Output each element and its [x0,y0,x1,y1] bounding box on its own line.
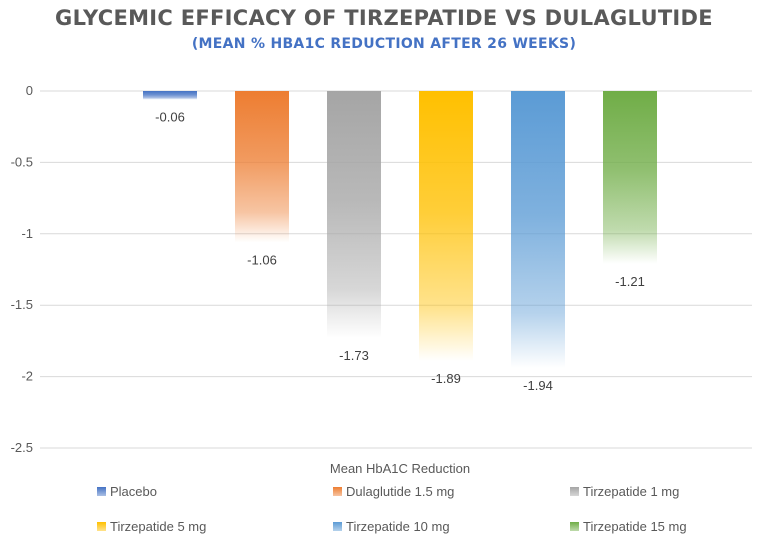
legend-swatch [333,487,342,496]
legend-swatch [97,487,106,496]
bar-dulaglutide-1-5-mg [235,91,289,243]
data-label: -1.73 [339,348,369,363]
y-tick-label: -1 [21,226,33,241]
data-label: -1.06 [247,252,277,267]
data-label: -1.94 [523,378,553,393]
legend-swatch [333,522,342,531]
legend-label: Tirzepatide 5 mg [110,519,206,534]
legend-swatch [570,487,579,496]
legend-label: Tirzepatide 1 mg [583,484,679,499]
chart-subtitle: (MEAN % HBA1C REDUCTION AFTER 26 WEEKS) [191,36,577,52]
legend-label: Tirzepatide 10 mg [346,519,450,534]
legend-label: Tirzepatide 15 mg [583,519,687,534]
y-tick-label: 0 [26,83,33,98]
data-label: -0.06 [155,110,185,125]
bar-placebo [143,91,197,100]
legend-label: Placebo [110,484,157,499]
y-tick-label: -2 [21,369,33,384]
bar-tirzepatide-5-mg [419,91,473,361]
data-label: -1.21 [615,274,645,289]
y-tick-label: -1.5 [11,297,33,312]
x-axis-title: Mean HbA1C Reduction [330,461,470,476]
y-tick-label: -0.5 [11,154,33,169]
legend-label: Dulaglutide 1.5 mg [346,484,454,499]
chart-title: GLYCEMIC EFFICACY OF TIRZEPATIDE VS DULA… [55,6,713,30]
data-label: -1.89 [431,371,461,386]
bar-tirzepatide-1-mg [327,91,381,339]
bar-tirzepatide-10-mg [511,91,565,369]
legend-swatch [97,522,106,531]
legend-swatch [570,522,579,531]
bar-tirzepatide-15-mg [603,91,657,264]
y-tick-label: -2.5 [11,440,33,455]
